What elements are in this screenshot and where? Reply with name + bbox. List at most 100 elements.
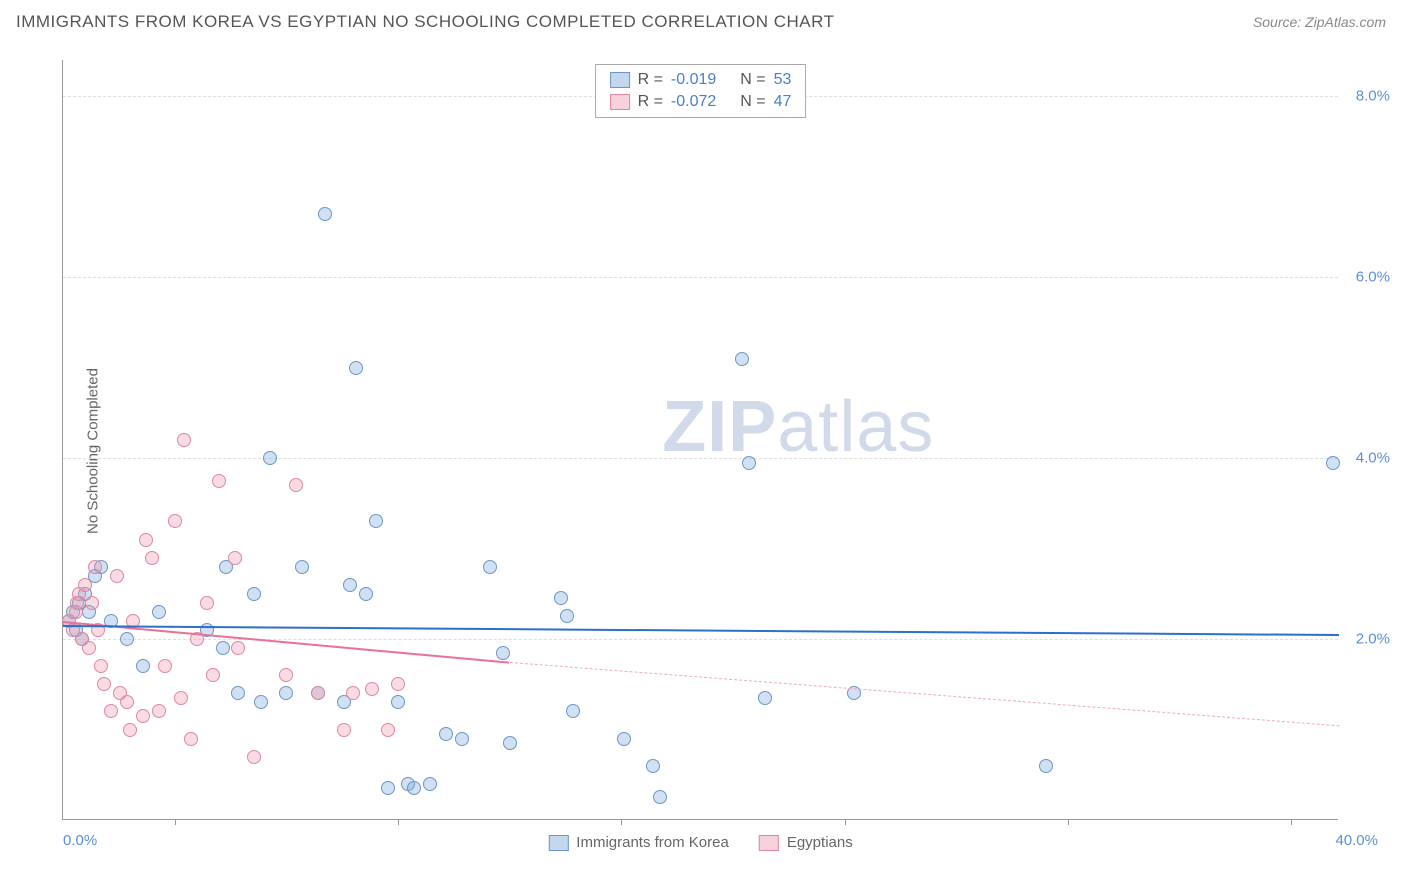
data-point-korea — [254, 695, 268, 709]
data-point-korea — [391, 695, 405, 709]
legend-r-value: -0.072 — [671, 93, 716, 111]
data-point-egypt — [94, 659, 108, 673]
data-point-korea — [617, 732, 631, 746]
data-point-egypt — [152, 704, 166, 718]
legend-n-value: 47 — [774, 93, 792, 111]
gridline-h — [63, 277, 1338, 278]
legend-swatch-blue — [548, 835, 568, 851]
data-point-egypt — [145, 551, 159, 565]
legend-n-label: N = — [740, 93, 765, 111]
data-point-korea — [554, 591, 568, 605]
gridline-h — [63, 458, 1338, 459]
data-point-korea — [758, 691, 772, 705]
y-tick-label: 2.0% — [1356, 631, 1390, 648]
data-point-korea — [742, 456, 756, 470]
y-tick-label: 8.0% — [1356, 88, 1390, 105]
y-tick-label: 4.0% — [1356, 450, 1390, 467]
legend-correlation-row: R =-0.019N =53 — [610, 69, 792, 91]
data-point-korea — [653, 790, 667, 804]
y-tick-label: 6.0% — [1356, 269, 1390, 286]
data-point-korea — [247, 587, 261, 601]
x-tick — [845, 819, 846, 825]
legend-correlation: R = -0.019 N = 53 R = -0.072 N = 47 — [595, 64, 807, 118]
data-point-korea — [349, 361, 363, 375]
data-point-egypt — [337, 723, 351, 737]
chart-title: IMMIGRANTS FROM KOREA VS EGYPTIAN NO SCH… — [16, 12, 834, 32]
data-point-egypt — [110, 569, 124, 583]
data-point-egypt — [391, 677, 405, 691]
data-point-korea — [483, 560, 497, 574]
legend-series: Immigrants from Korea Egyptians — [548, 834, 852, 851]
legend-n-value: 53 — [774, 71, 792, 89]
data-point-korea — [369, 514, 383, 528]
data-point-korea — [318, 207, 332, 221]
chart-source: Source: ZipAtlas.com — [1253, 14, 1386, 30]
legend-swatch-pink — [610, 94, 630, 110]
plot-area: ZIPatlas R =-0.019N =53R =-0.072N =47 Im… — [62, 60, 1338, 820]
data-point-korea — [359, 587, 373, 601]
chart-container: No Schooling Completed ZIPatlas R =-0.01… — [50, 48, 1390, 854]
data-point-egypt — [85, 596, 99, 610]
data-point-korea — [1326, 456, 1340, 470]
data-point-korea — [646, 759, 660, 773]
data-point-egypt — [365, 682, 379, 696]
legend-series-label: Immigrants from Korea — [576, 834, 729, 851]
data-point-egypt — [104, 704, 118, 718]
legend-series-item: Immigrants from Korea — [548, 834, 729, 851]
data-point-egypt — [184, 732, 198, 746]
trend-line — [63, 625, 1339, 636]
data-point-korea — [263, 451, 277, 465]
x-tick — [621, 819, 622, 825]
data-point-egypt — [97, 677, 111, 691]
chart-header: IMMIGRANTS FROM KOREA VS EGYPTIAN NO SCH… — [0, 0, 1406, 40]
data-point-egypt — [78, 578, 92, 592]
legend-series-label: Egyptians — [787, 834, 853, 851]
data-point-egypt — [120, 695, 134, 709]
data-point-korea — [560, 609, 574, 623]
data-point-egypt — [206, 668, 220, 682]
data-point-korea — [496, 646, 510, 660]
data-point-egypt — [158, 659, 172, 673]
data-point-korea — [152, 605, 166, 619]
data-point-korea — [216, 641, 230, 655]
data-point-korea — [407, 781, 421, 795]
data-point-egypt — [174, 691, 188, 705]
legend-swatch-pink — [759, 835, 779, 851]
data-point-egypt — [279, 668, 293, 682]
x-tick — [398, 819, 399, 825]
data-point-korea — [279, 686, 293, 700]
legend-correlation-row: R = -0.072 N = 47 — [610, 91, 792, 113]
data-point-egypt — [88, 560, 102, 574]
legend-r-value: -0.019 — [671, 71, 716, 89]
watermark-bold: ZIP — [662, 387, 777, 467]
data-point-korea — [120, 632, 134, 646]
watermark-light: atlas — [777, 387, 934, 467]
data-point-korea — [439, 727, 453, 741]
data-point-egypt — [311, 686, 325, 700]
data-point-korea — [381, 781, 395, 795]
data-point-korea — [423, 777, 437, 791]
data-point-egypt — [231, 641, 245, 655]
data-point-korea — [566, 704, 580, 718]
legend-r-label: R = — [638, 93, 663, 111]
data-point-egypt — [212, 474, 226, 488]
legend-series-item: Egyptians — [759, 834, 853, 851]
data-point-egypt — [82, 641, 96, 655]
x-tick — [1068, 819, 1069, 825]
data-point-egypt — [139, 533, 153, 547]
x-axis-max-label: 40.0% — [1335, 832, 1378, 849]
legend-r-label: R = — [638, 71, 663, 89]
data-point-egypt — [123, 723, 137, 737]
data-point-egypt — [247, 750, 261, 764]
data-point-korea — [1039, 759, 1053, 773]
data-point-egypt — [381, 723, 395, 737]
data-point-korea — [231, 686, 245, 700]
data-point-egypt — [346, 686, 360, 700]
data-point-korea — [735, 352, 749, 366]
data-point-korea — [455, 732, 469, 746]
data-point-egypt — [228, 551, 242, 565]
x-tick — [175, 819, 176, 825]
data-point-egypt — [168, 514, 182, 528]
data-point-korea — [343, 578, 357, 592]
x-axis-min-label: 0.0% — [63, 832, 97, 849]
